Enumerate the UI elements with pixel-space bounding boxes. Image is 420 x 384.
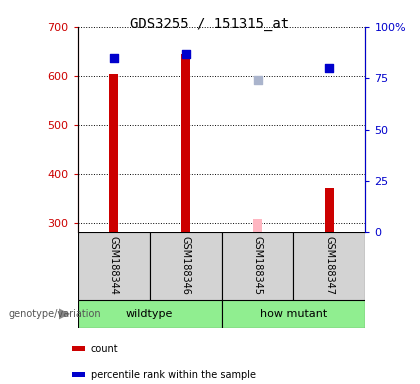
Bar <box>150 232 222 300</box>
Text: wildtype: wildtype <box>126 309 173 319</box>
Bar <box>325 188 334 232</box>
Text: genotype/variation: genotype/variation <box>8 309 101 319</box>
Bar <box>72 372 85 377</box>
Bar <box>253 218 262 232</box>
Bar <box>78 300 222 328</box>
Text: count: count <box>91 344 118 354</box>
Point <box>326 65 333 71</box>
Text: GDS3255 / 151315_at: GDS3255 / 151315_at <box>131 17 289 31</box>
Text: GSM188346: GSM188346 <box>181 237 191 295</box>
Text: GSM188347: GSM188347 <box>324 237 334 295</box>
Point <box>110 55 117 61</box>
Polygon shape <box>59 308 70 319</box>
Bar <box>181 54 190 232</box>
Text: GSM188344: GSM188344 <box>109 237 119 295</box>
Text: GSM188345: GSM188345 <box>252 237 262 295</box>
Point <box>254 77 261 83</box>
Bar <box>72 346 85 351</box>
Point <box>182 51 189 57</box>
Bar <box>78 232 150 300</box>
Bar <box>222 232 294 300</box>
Text: how mutant: how mutant <box>260 309 327 319</box>
Text: percentile rank within the sample: percentile rank within the sample <box>91 370 256 380</box>
Bar <box>294 232 365 300</box>
Bar <box>109 74 118 232</box>
Bar <box>222 300 365 328</box>
